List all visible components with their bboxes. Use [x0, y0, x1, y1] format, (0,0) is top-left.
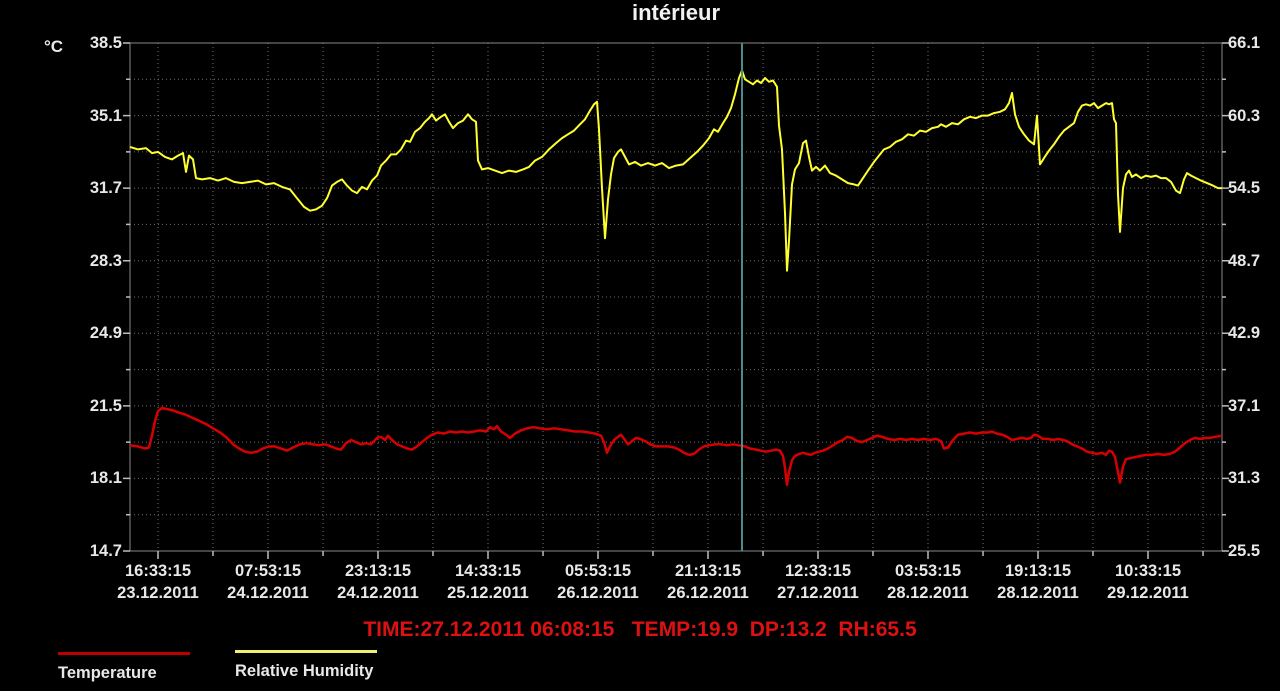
temperature-line: [129, 406, 1223, 487]
axis-tick-marks: [123, 42, 1229, 559]
cursor-status-readout: TIME:27.12.2011 06:08:15 TEMP:19.9 DP:13…: [363, 618, 917, 641]
relative-humidity-legend-swatch: [235, 650, 377, 653]
x-axis-tick-label: 23:13:15 24.12.2011: [337, 562, 419, 602]
temperature-unit-label: °C: [44, 37, 64, 56]
left-axis-tick-label: 35.1: [89, 106, 122, 125]
x-axis-tick-label: 16:33:15 23.12.2011: [117, 562, 199, 602]
grid-lines: [130, 43, 1222, 551]
x-axis-tick-label: 07:53:15 24.12.2011: [227, 562, 309, 602]
x-axis-tick-label: 12:33:15 27.12.2011: [777, 562, 859, 602]
x-axis-tick-label: 19:13:15 28.12.2011: [997, 562, 1079, 602]
relative-humidity-legend-label: Relative Humidity: [235, 662, 374, 680]
x-axis-tick-label: 21:13:15 26.12.2011: [667, 562, 749, 602]
left-axis-tick-label: 18.1: [89, 469, 122, 488]
temperature-legend-swatch: [58, 652, 190, 655]
right-axis-tick-label: 42.9: [1228, 324, 1261, 343]
right-axis-tick-label: 54.5: [1228, 179, 1261, 198]
left-axis-tick-label: 14.7: [89, 542, 122, 560]
left-axis-tick-label: 21.5: [89, 396, 122, 415]
right-axis-tick-label: 48.7: [1228, 251, 1261, 270]
legend-item-temperature: Temperature: [58, 652, 190, 683]
x-axis-tick-label: 14:33:15 25.12.2011: [447, 562, 529, 602]
chart-title: intérieur: [631, 0, 721, 25]
left-axis-tick-label: 28.3: [89, 251, 122, 270]
legend-item-relative-humidity: Relative Humidity: [235, 650, 410, 681]
right-axis-tick-label: 31.3: [1228, 469, 1261, 488]
x-axis-tick-label: 03:53:15 28.12.2011: [887, 562, 969, 602]
left-axis-tick-label: 24.9: [89, 324, 122, 343]
x-axis-tick-label: 05:53:15 26.12.2011: [557, 562, 639, 602]
right-axis-tick-label: 60.3: [1228, 106, 1261, 125]
left-axis-tick-label: 38.5: [89, 34, 122, 52]
x-axis-tick-label: 10:33:15 29.12.2011: [1107, 562, 1189, 602]
right-axis-tick-label: 25.5: [1228, 542, 1261, 560]
right-axis-tick-label: 66.1: [1228, 34, 1261, 52]
left-axis-tick-label: 31.7: [89, 179, 122, 198]
temperature-legend-label: Temperature: [58, 664, 157, 682]
right-axis-tick-label: 37.1: [1228, 396, 1261, 415]
relative-humidity-line: [129, 69, 1222, 272]
